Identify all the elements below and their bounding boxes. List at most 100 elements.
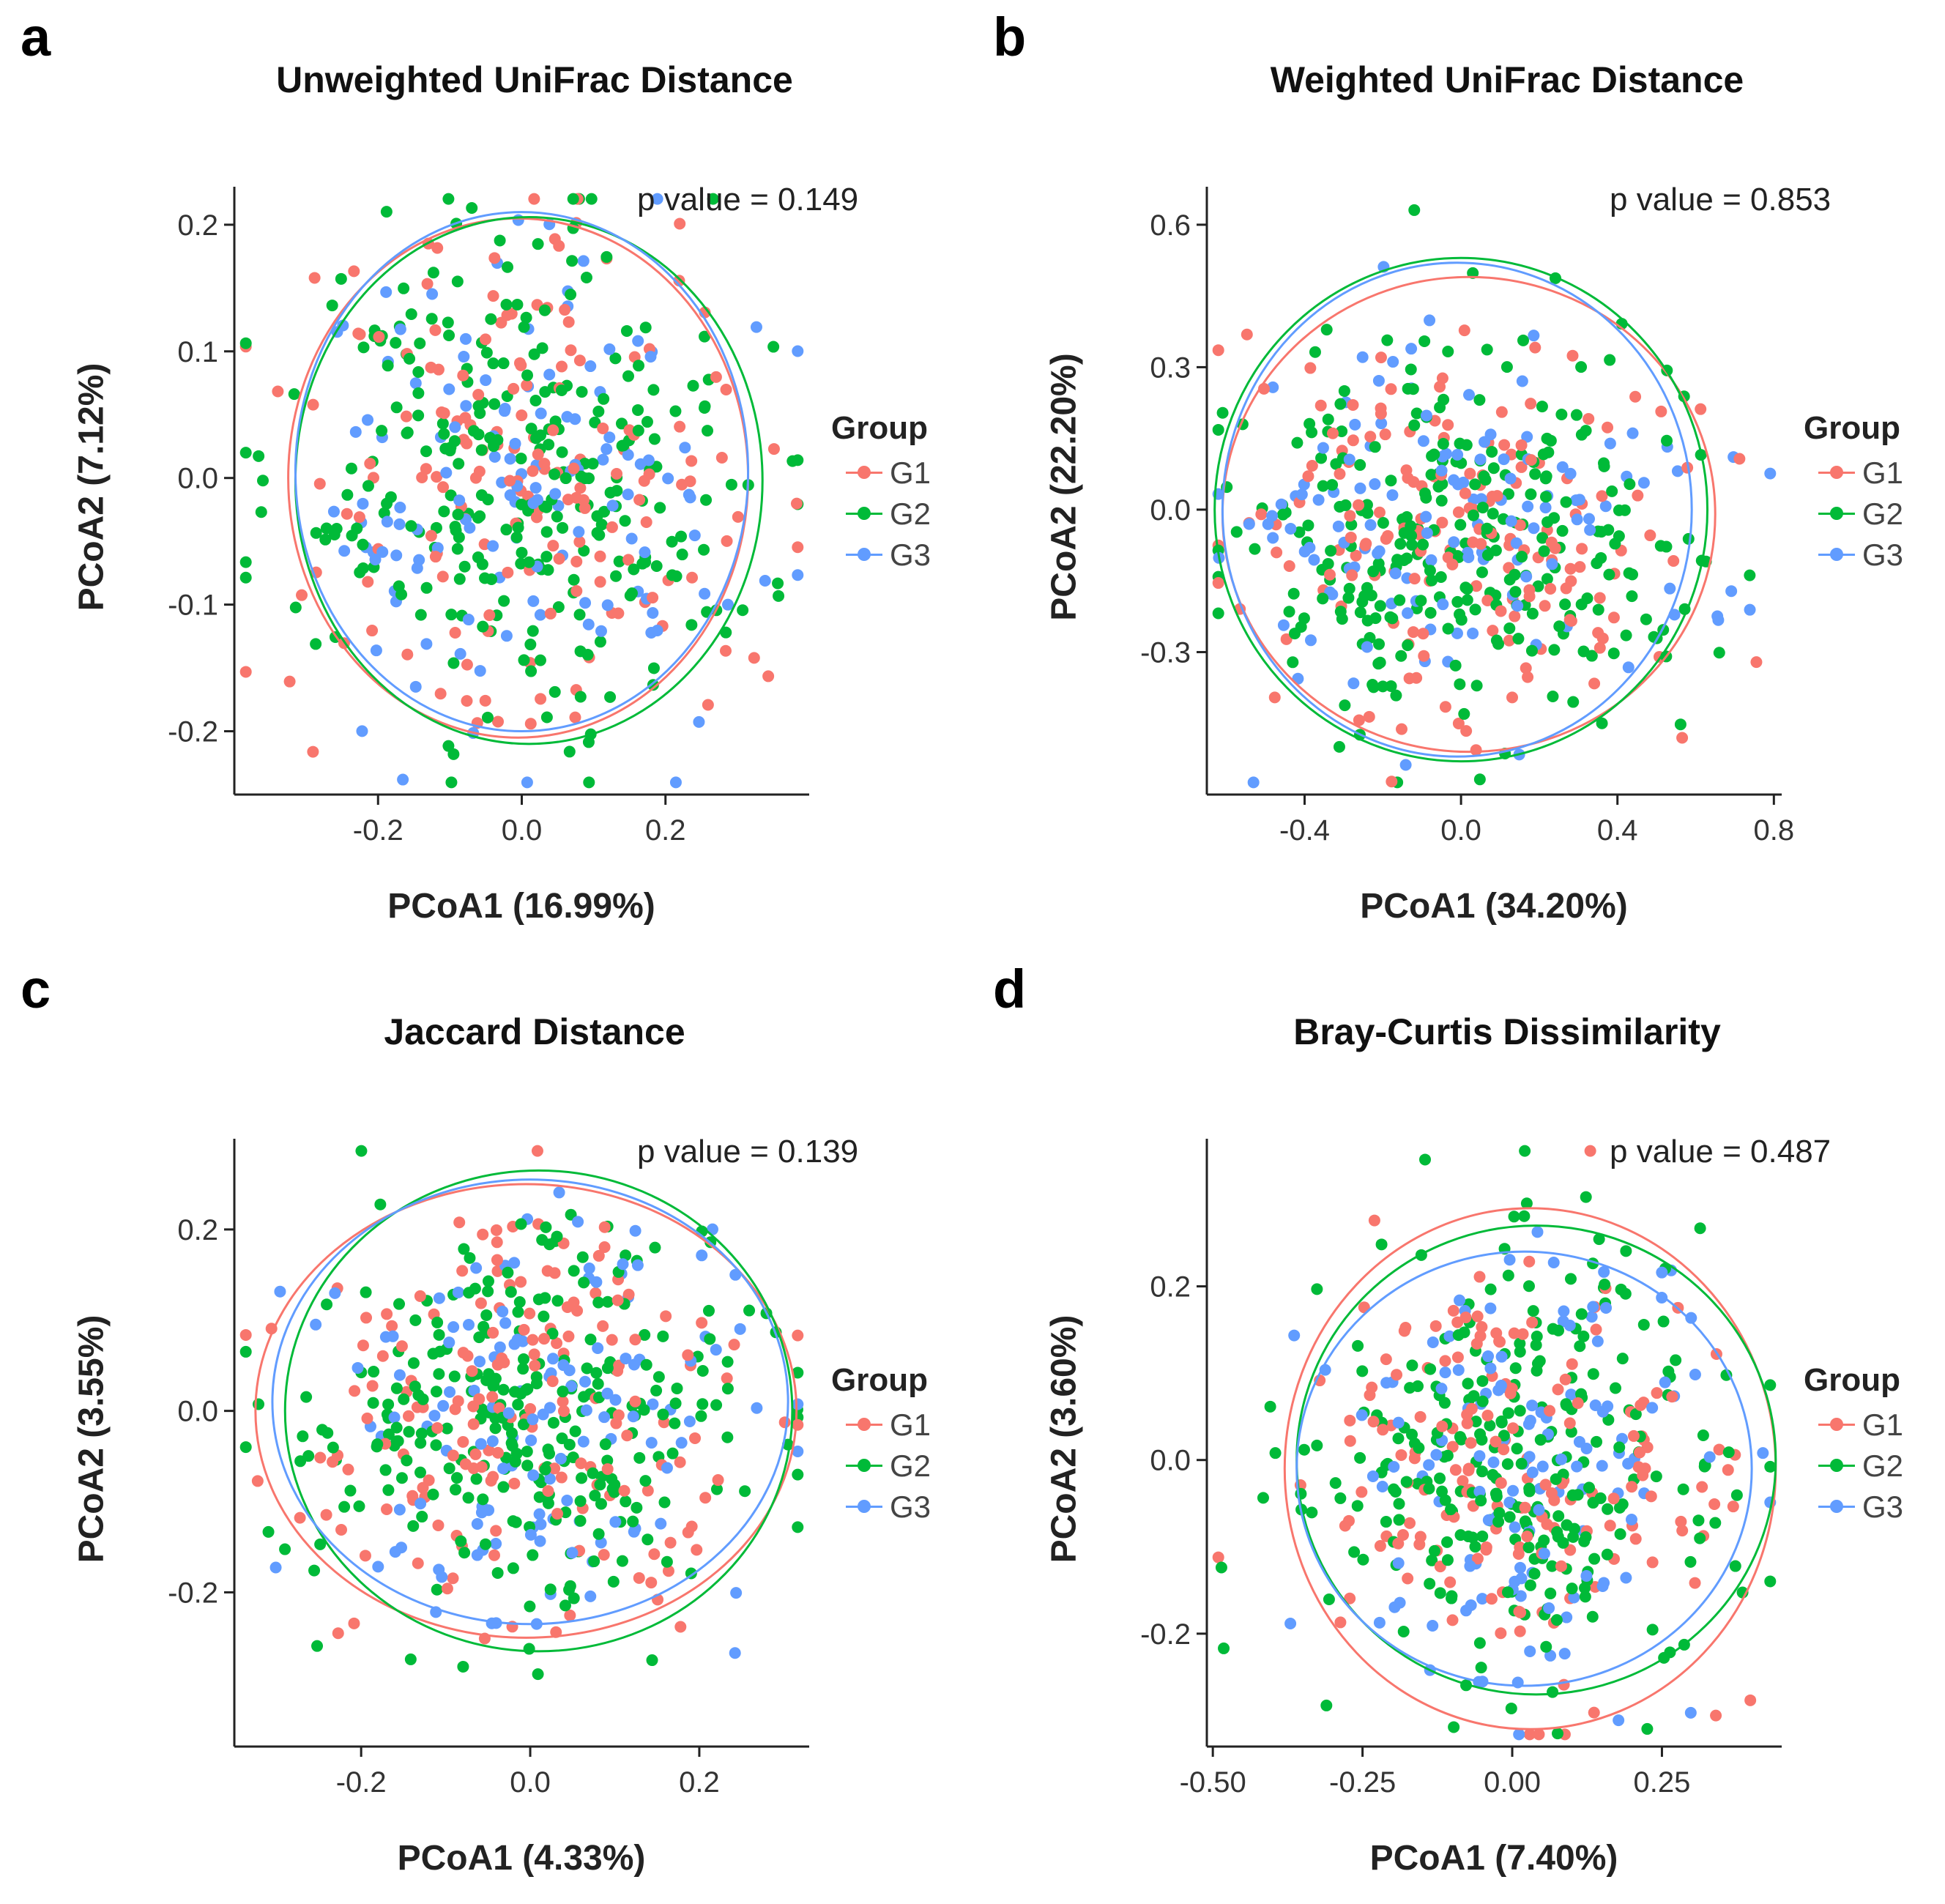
data-point-g2 — [1536, 532, 1549, 544]
data-point-g3 — [561, 411, 573, 423]
data-point-g2 — [1320, 324, 1333, 336]
data-point-g2 — [445, 609, 458, 621]
data-point-g1 — [1375, 407, 1387, 420]
data-point-g2 — [1559, 598, 1572, 611]
data-point-g2 — [482, 1275, 494, 1287]
data-point-g2 — [568, 1265, 580, 1277]
p-value-annotation: p value = 0.139 — [637, 1134, 859, 1169]
data-point-g1 — [498, 1356, 510, 1369]
data-point-g3 — [609, 1394, 622, 1406]
data-point-g1 — [490, 1224, 502, 1236]
data-point-g2 — [527, 625, 539, 637]
data-point-g1 — [1646, 1556, 1659, 1569]
data-point-g3 — [488, 450, 501, 463]
data-point-g2 — [1577, 1330, 1590, 1342]
data-point-g2 — [534, 654, 546, 666]
data-point-g2 — [542, 1497, 554, 1509]
data-point-g2 — [573, 609, 586, 621]
data-point-g2 — [1481, 548, 1494, 561]
data-point-g1 — [349, 1385, 361, 1397]
data-point-g1 — [594, 550, 606, 562]
data-point-g2 — [1540, 470, 1552, 483]
data-point-g2 — [1322, 557, 1334, 570]
data-point-g2 — [1428, 1544, 1440, 1557]
data-point-g1 — [685, 455, 698, 467]
data-point-g2 — [335, 272, 347, 285]
data-point-g2 — [1501, 1586, 1514, 1599]
data-point-g2 — [500, 298, 513, 310]
data-point-g1 — [699, 1492, 712, 1504]
data-point-g3 — [1526, 1466, 1539, 1479]
data-point-g2 — [470, 1473, 483, 1485]
data-point-g2 — [512, 1399, 524, 1411]
data-point-g3 — [462, 614, 475, 626]
data-point-g1 — [1473, 1271, 1486, 1283]
data-point-g3 — [1476, 1593, 1489, 1605]
data-point-g2 — [393, 580, 405, 592]
data-point-g2 — [1454, 678, 1466, 691]
data-point-g2 — [1522, 1542, 1535, 1554]
data-point-g3 — [1267, 381, 1279, 393]
data-point-g2 — [1475, 1495, 1487, 1507]
y-axis-label: PCoA2 (7.12%) — [72, 362, 111, 611]
data-point-g1 — [1271, 546, 1283, 559]
scatter-plot: -0.2 0.0 0.2-0.2-0.10.00.10.2 — [168, 187, 809, 847]
data-point-g1 — [559, 304, 571, 316]
data-point-g2 — [1553, 620, 1566, 633]
data-point-g1 — [562, 316, 575, 328]
data-point-g3 — [1671, 465, 1684, 477]
data-point-g2 — [1358, 590, 1371, 602]
data-point-g1 — [429, 324, 442, 336]
data-point-g2 — [661, 1555, 673, 1568]
data-point-g2 — [721, 1431, 734, 1443]
data-point-g2 — [1402, 639, 1414, 652]
data-point-g2 — [710, 1483, 723, 1495]
data-point-g1 — [1410, 672, 1423, 684]
data-point-g1 — [414, 1290, 426, 1302]
data-point-g3 — [498, 405, 510, 417]
data-point-g3 — [1448, 536, 1460, 548]
data-point-g2 — [479, 1538, 491, 1550]
data-point-g2 — [1476, 1465, 1488, 1478]
data-point-g3 — [1437, 598, 1449, 611]
data-point-g2 — [520, 311, 532, 324]
data-point-g2 — [585, 193, 598, 205]
data-point-g2 — [1720, 1369, 1733, 1381]
data-point-g1 — [524, 718, 537, 730]
data-point-g3 — [1435, 1383, 1448, 1395]
data-point-g3 — [1565, 1388, 1577, 1401]
data-point-g1 — [429, 551, 442, 563]
data-point-g1 — [507, 382, 520, 395]
data-point-g3 — [792, 1398, 804, 1410]
data-point-g2 — [633, 360, 645, 372]
data-point-g2 — [1216, 406, 1229, 419]
data-point-g1 — [542, 1484, 554, 1497]
data-point-g3 — [1689, 1368, 1701, 1380]
data-point-g2 — [453, 458, 465, 470]
data-point-g1 — [515, 1276, 527, 1288]
data-point-g2 — [669, 405, 682, 417]
data-point-g2 — [1514, 1337, 1526, 1350]
legend-label: G1 — [1862, 1407, 1904, 1442]
data-point-g2 — [1441, 1554, 1454, 1566]
data-point-g3 — [1427, 1336, 1439, 1348]
data-point-g1 — [1525, 454, 1537, 466]
data-point-g1 — [569, 711, 581, 724]
data-point-g1 — [1576, 543, 1588, 555]
data-point-g3 — [628, 1358, 640, 1371]
confidence-ellipse-g3 — [1295, 1250, 1753, 1687]
data-point-g3 — [1571, 513, 1583, 526]
data-point-g2 — [1502, 1407, 1514, 1419]
data-point-g3 — [497, 1305, 509, 1317]
y-tick-label: -0.1 — [168, 590, 218, 622]
data-point-g2 — [1386, 612, 1399, 625]
data-point-g3 — [729, 1647, 741, 1659]
data-point-g3 — [1467, 627, 1479, 639]
legend-key-g1-icon — [846, 466, 882, 479]
data-point-g2 — [696, 1365, 709, 1377]
data-point-g1 — [1373, 506, 1386, 518]
data-point-g2 — [1578, 1535, 1591, 1547]
data-point-g1 — [1377, 1424, 1389, 1436]
data-point-g2 — [1495, 1416, 1508, 1429]
data-point-g2 — [1516, 551, 1528, 563]
